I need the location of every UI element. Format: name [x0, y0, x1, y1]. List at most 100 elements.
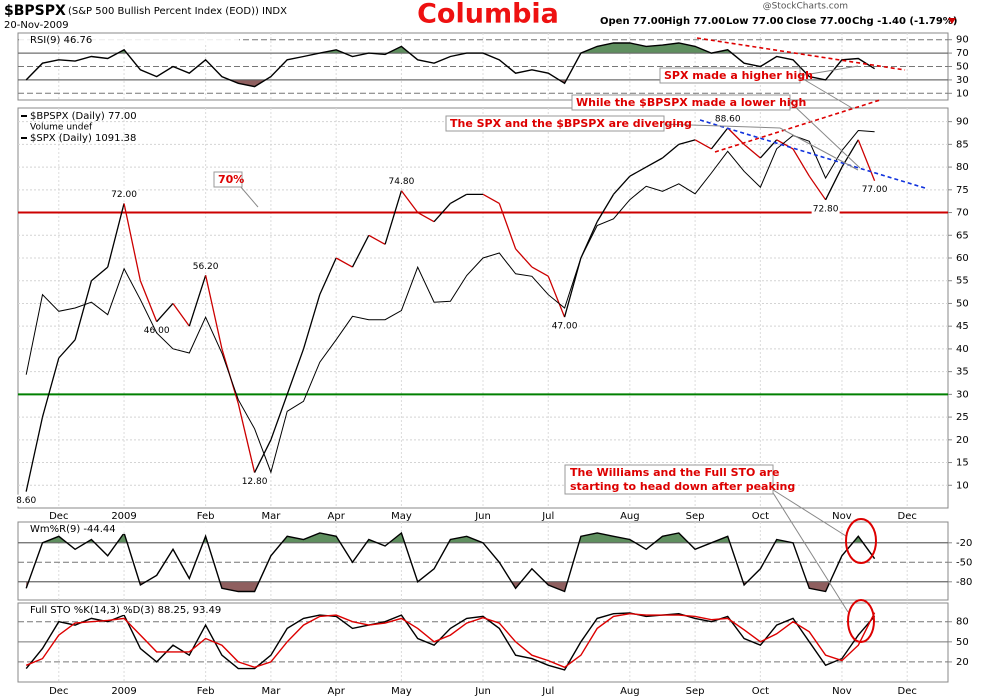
x-tick-label: Aug	[620, 686, 640, 697]
line-segment	[482, 193, 500, 205]
series-line	[25, 612, 876, 671]
x-tick-label: Feb	[197, 686, 215, 697]
y-tick-label: -50	[956, 557, 972, 568]
line-segment	[400, 190, 419, 213]
y-tick-label: 10	[956, 88, 969, 99]
annotation: While the $BPSPX made a lower high	[576, 96, 806, 109]
annotation-box	[571, 94, 791, 111]
legend-label: $SPX (Daily) 1091.38	[30, 133, 136, 144]
value-label: 74.80	[389, 177, 415, 187]
copyright: @StockCharts.com	[763, 2, 848, 12]
leader-line	[239, 185, 259, 208]
value-label: 77.00	[862, 185, 888, 195]
change-arrow	[948, 18, 956, 24]
line-segment	[107, 203, 125, 268]
leader-line	[789, 101, 861, 169]
panel-label-box	[19, 34, 239, 45]
series-line	[25, 42, 875, 88]
line-segment	[25, 416, 44, 492]
oversold-fill	[26, 581, 875, 592]
date: 20-Nov-2009	[4, 20, 69, 31]
line-segment	[270, 394, 288, 441]
y-tick-label: 50	[956, 637, 969, 648]
highlight-circle	[847, 599, 875, 643]
highlight-circle	[845, 518, 877, 564]
leader-line	[779, 127, 859, 171]
value-label: 12.80	[242, 477, 268, 487]
series-line	[25, 531, 876, 593]
panel-label: Wm%R(9) -44.44	[30, 524, 116, 535]
y-tick-label: 90	[956, 117, 969, 128]
value-label: 8.60	[16, 496, 36, 506]
annotation: SPX made a higher high	[664, 69, 813, 82]
y-tick-label: -80	[956, 577, 972, 588]
leader-line	[797, 65, 859, 77]
annotation-box	[659, 67, 801, 84]
value-label: 72.00	[111, 190, 137, 200]
value-label: 88.60	[715, 115, 741, 125]
value-label: 72.80	[813, 204, 839, 214]
annotation-box	[213, 171, 243, 188]
line-segment	[629, 166, 647, 177]
value-label-box	[110, 188, 139, 201]
annotations: SPX made a higher high While the $BPSPX …	[213, 37, 926, 643]
open: Open 77.00	[600, 16, 665, 27]
line-segment	[302, 294, 321, 350]
annotation: 70%	[218, 173, 244, 186]
line-segment	[41, 357, 60, 418]
line-segment	[319, 257, 337, 295]
line-segment	[710, 127, 729, 150]
x-tick-label: Feb	[197, 511, 215, 522]
x-tick-label: Dec	[49, 686, 68, 697]
line-segment	[156, 303, 174, 323]
y-tick-label: 90	[956, 35, 969, 46]
line-segment	[727, 127, 745, 145]
y-tick-label: 50	[956, 298, 969, 309]
leader-line	[769, 487, 849, 613]
line-segment	[743, 143, 761, 159]
panel-label: RSI(9) 46.76	[30, 35, 92, 46]
y-tick-label: 20	[956, 435, 969, 446]
y-tick-label: 75	[956, 185, 969, 196]
line-segment	[286, 348, 305, 395]
x-tick-label: Apr	[328, 686, 346, 697]
annotation: The Williams and the Full STO are	[570, 466, 780, 479]
y-tick-label: 40	[956, 344, 969, 355]
legend-label: Volume undef	[30, 123, 93, 133]
exchange: INDX	[262, 6, 287, 17]
y-tick-label: 55	[956, 276, 969, 287]
value-label: 56.20	[193, 262, 219, 272]
low: Low 77.00	[726, 16, 784, 27]
y-tick-label: 65	[956, 230, 969, 241]
close: Close 77.00	[786, 16, 852, 27]
line-segment	[74, 280, 93, 340]
panel-label-box	[19, 523, 239, 534]
line-segment	[531, 266, 549, 277]
panel-label-box	[19, 604, 239, 615]
value-label-box	[550, 320, 579, 333]
line-segment	[253, 439, 272, 473]
x-tick-label: 2009	[111, 511, 136, 522]
annotation: The SPX and the $BPSPX are diverging	[450, 117, 692, 130]
line-segment	[857, 139, 876, 181]
leader-line	[797, 75, 853, 109]
line-segment	[547, 275, 566, 318]
line-segment	[645, 157, 663, 168]
x-tick-label: Jul	[541, 511, 554, 522]
line-segment	[515, 248, 533, 268]
annotation-box	[564, 464, 774, 495]
line-segment	[188, 275, 207, 327]
panel-label: Full STO %K(14,3) %D(3) 88.25, 93.49	[30, 605, 221, 616]
value-label: 47.00	[552, 322, 578, 332]
line-segment	[694, 139, 712, 150]
y-tick-label: 15	[956, 458, 969, 469]
line-segment	[384, 190, 403, 245]
high: High 77.00	[664, 16, 725, 27]
annotation: starting to head down after peaking	[570, 480, 795, 493]
x-tick-label: May	[391, 686, 412, 697]
x-tick-label: 2009	[111, 686, 136, 697]
x-tick-label: Oct	[752, 511, 769, 522]
spx-trend-line	[714, 99, 881, 153]
x-tick-label: Dec	[898, 511, 917, 522]
line-segment	[498, 203, 517, 250]
